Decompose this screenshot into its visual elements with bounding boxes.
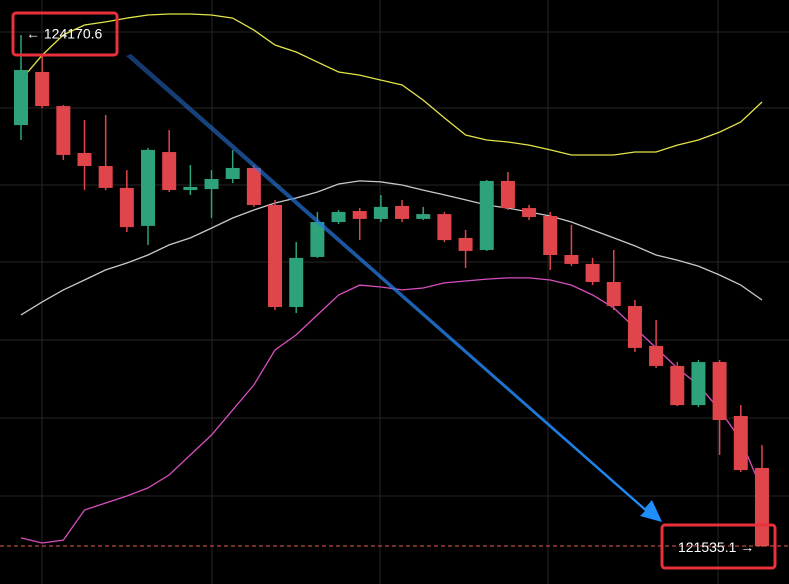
candle-body (522, 208, 537, 218)
candle-body (458, 237, 473, 251)
candle-body (754, 467, 769, 547)
candle-body (225, 167, 240, 179)
candle-body (98, 166, 113, 188)
candle-body (585, 263, 600, 282)
candle-body (543, 216, 558, 256)
candle-body (712, 362, 727, 421)
band-line (20, 180, 763, 316)
candle-body (204, 178, 219, 190)
candle-body (268, 204, 283, 307)
candle-body (119, 187, 134, 228)
candle-body (141, 149, 156, 226)
candle-body (246, 167, 261, 205)
candle-body (627, 306, 642, 348)
candle-body (77, 153, 92, 167)
max-price-box (11, 11, 119, 57)
band-line (20, 13, 763, 156)
candle-body (310, 222, 325, 257)
candle-body (479, 180, 494, 250)
candle-body (564, 255, 579, 264)
candle-body (500, 180, 515, 209)
trend-arrow (126, 54, 662, 522)
candle-body (56, 106, 71, 155)
labels: 121535.1 → ← 124170.6 (0, 11, 789, 570)
candle-body (416, 214, 431, 219)
candle-body (395, 205, 410, 219)
candle-body (162, 152, 177, 191)
candle-body (649, 345, 664, 366)
candle-body (733, 415, 748, 471)
candle-body (373, 206, 388, 219)
candle-body (289, 257, 304, 307)
candle-body (352, 210, 367, 219)
last-price-label: 121535.1 → (678, 539, 754, 555)
candle-body (331, 211, 346, 223)
candle-body (606, 281, 621, 307)
overlay (126, 54, 662, 522)
candle-body (183, 186, 198, 191)
candle-body (670, 365, 685, 406)
candle-body (437, 214, 452, 241)
last-price-box (660, 523, 777, 570)
candle-body (691, 362, 706, 406)
candle-body (14, 70, 28, 126)
max-price-label: ← 124170.6 (26, 26, 102, 42)
candle-body (35, 71, 50, 107)
